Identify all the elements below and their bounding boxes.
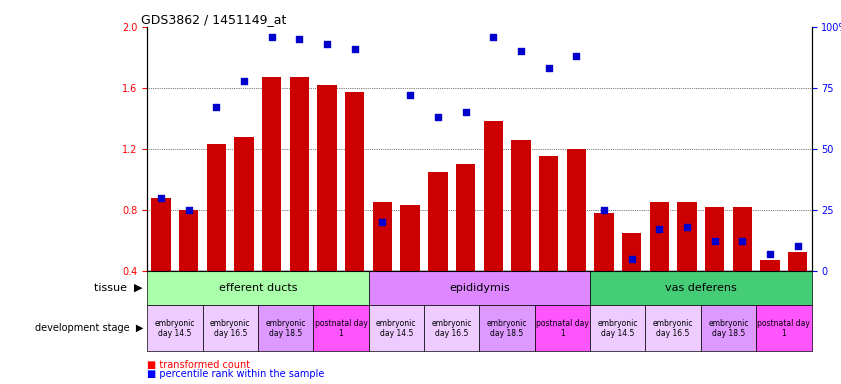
Text: GDS3862 / 1451149_at: GDS3862 / 1451149_at bbox=[140, 13, 286, 26]
Point bbox=[459, 109, 473, 115]
Point bbox=[182, 207, 195, 213]
Point bbox=[625, 255, 638, 262]
Bar bbox=[646, 305, 701, 351]
Point bbox=[514, 48, 527, 54]
Text: postnatal day
1: postnatal day 1 bbox=[536, 319, 589, 338]
Point bbox=[791, 243, 805, 250]
Bar bbox=[590, 305, 645, 351]
Bar bbox=[701, 305, 756, 351]
Point bbox=[404, 92, 417, 98]
Bar bbox=[788, 252, 807, 271]
Bar bbox=[733, 207, 752, 271]
Point bbox=[154, 194, 167, 200]
Bar bbox=[428, 172, 447, 271]
Bar bbox=[235, 137, 254, 271]
Bar bbox=[456, 164, 475, 271]
Bar bbox=[203, 305, 258, 351]
Text: ■ transformed count: ■ transformed count bbox=[147, 360, 251, 370]
Bar bbox=[262, 77, 282, 271]
Bar bbox=[622, 233, 642, 271]
Bar bbox=[535, 305, 590, 351]
Bar bbox=[317, 85, 336, 271]
Point bbox=[265, 33, 278, 40]
Bar bbox=[400, 205, 420, 271]
Bar bbox=[368, 305, 424, 351]
Bar bbox=[207, 144, 226, 271]
Text: embryonic
day 16.5: embryonic day 16.5 bbox=[210, 319, 251, 338]
Bar bbox=[539, 156, 558, 271]
Bar bbox=[368, 271, 590, 305]
Bar bbox=[479, 305, 535, 351]
Point bbox=[680, 224, 694, 230]
Bar bbox=[649, 202, 669, 271]
Point bbox=[708, 238, 722, 245]
Point bbox=[764, 251, 777, 257]
Point bbox=[653, 226, 666, 232]
Bar bbox=[760, 260, 780, 271]
Point bbox=[376, 219, 389, 225]
Bar bbox=[373, 202, 392, 271]
Bar bbox=[424, 305, 479, 351]
Text: embryonic
day 18.5: embryonic day 18.5 bbox=[487, 319, 527, 338]
Text: embryonic
day 18.5: embryonic day 18.5 bbox=[266, 319, 306, 338]
Text: embryonic
day 18.5: embryonic day 18.5 bbox=[708, 319, 748, 338]
Text: ■ percentile rank within the sample: ■ percentile rank within the sample bbox=[147, 369, 325, 379]
Bar bbox=[179, 210, 198, 271]
Text: development stage  ▶: development stage ▶ bbox=[34, 323, 143, 333]
Text: vas deferens: vas deferens bbox=[665, 283, 737, 293]
Bar bbox=[590, 271, 812, 305]
Text: embryonic
day 16.5: embryonic day 16.5 bbox=[653, 319, 693, 338]
Bar bbox=[705, 207, 724, 271]
Point bbox=[736, 238, 749, 245]
Text: epididymis: epididymis bbox=[449, 283, 510, 293]
Bar bbox=[511, 140, 531, 271]
Bar bbox=[345, 93, 364, 271]
Point bbox=[431, 114, 445, 120]
Point bbox=[293, 36, 306, 42]
Text: embryonic
day 16.5: embryonic day 16.5 bbox=[431, 319, 472, 338]
Bar bbox=[290, 77, 309, 271]
Bar bbox=[147, 271, 368, 305]
Bar bbox=[147, 305, 203, 351]
Text: tissue  ▶: tissue ▶ bbox=[94, 283, 143, 293]
Bar bbox=[677, 202, 696, 271]
Bar bbox=[595, 213, 614, 271]
Point bbox=[209, 104, 223, 111]
Point bbox=[348, 46, 362, 52]
Point bbox=[569, 53, 583, 59]
Point bbox=[542, 65, 555, 71]
Bar bbox=[258, 305, 313, 351]
Point bbox=[597, 207, 611, 213]
Text: embryonic
day 14.5: embryonic day 14.5 bbox=[376, 319, 416, 338]
Text: efferent ducts: efferent ducts bbox=[219, 283, 297, 293]
Text: postnatal day
1: postnatal day 1 bbox=[315, 319, 368, 338]
Bar bbox=[151, 197, 171, 271]
Point bbox=[486, 33, 500, 40]
Point bbox=[320, 41, 334, 47]
Bar bbox=[484, 121, 503, 271]
Text: embryonic
day 14.5: embryonic day 14.5 bbox=[598, 319, 638, 338]
Point bbox=[237, 78, 251, 84]
Text: embryonic
day 14.5: embryonic day 14.5 bbox=[155, 319, 195, 338]
Text: postnatal day
1: postnatal day 1 bbox=[758, 319, 811, 338]
Bar bbox=[756, 305, 812, 351]
Bar bbox=[313, 305, 368, 351]
Bar bbox=[567, 149, 586, 271]
